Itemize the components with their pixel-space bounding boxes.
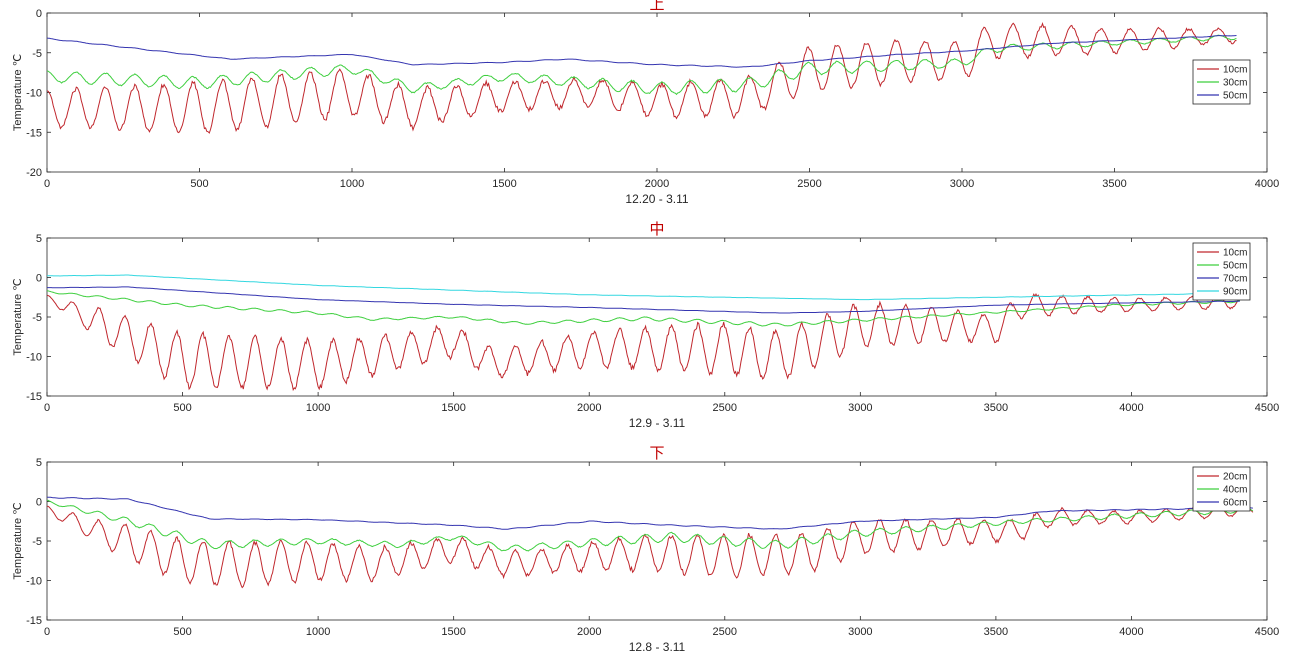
series-line-50cm xyxy=(47,35,1237,68)
series-line-90cm xyxy=(47,274,1240,301)
x-tick-label: 4000 xyxy=(1119,626,1143,638)
y-axis-label: Temperature ℃ xyxy=(12,278,24,355)
y-tick-label: 0 xyxy=(36,497,42,509)
y-tick-label: -15 xyxy=(26,615,42,627)
x-tick-label: 4500 xyxy=(1255,402,1279,414)
legend-label-70cm: 70cm xyxy=(1223,274,1247,285)
series-line-70cm xyxy=(47,286,1240,314)
x-tick-label: 2500 xyxy=(713,626,737,638)
chart-title: 上 xyxy=(649,0,664,13)
x-tick-label: 0 xyxy=(44,178,50,190)
legend-box xyxy=(1192,59,1251,105)
y-axis-label: Temperature ℃ xyxy=(12,502,24,579)
plot-area xyxy=(46,461,1268,621)
legend-label-10cm: 10cm xyxy=(1223,65,1247,76)
y-tick-label: -10 xyxy=(26,576,42,588)
x-tick-label: 4000 xyxy=(1119,402,1143,414)
legend-label-20cm: 20cm xyxy=(1223,472,1247,483)
x-tick-label: 2500 xyxy=(797,178,821,190)
y-tick-label: -15 xyxy=(26,127,42,139)
x-tick-label: 1500 xyxy=(441,626,465,638)
y-tick-label: -5 xyxy=(32,312,42,324)
legend-label-50cm: 50cm xyxy=(1223,261,1247,272)
panel-middle: 0 500 1000 1500 2000 2500 3000 3500 4000 4500 5 0 -5… xyxy=(12,220,1279,430)
legend-label-30cm: 30cm xyxy=(1223,78,1247,89)
x-tick-label: 3500 xyxy=(1102,178,1126,190)
x-tick-label: 0 xyxy=(44,402,50,414)
x-tick-label: 2000 xyxy=(577,402,601,414)
x-tick-label: 1000 xyxy=(306,626,330,638)
series-line-20cm xyxy=(47,503,1254,589)
y-tick-label: -20 xyxy=(26,167,42,179)
legend-label-60cm: 60cm xyxy=(1223,498,1247,509)
chart-title: 中 xyxy=(649,220,664,238)
legend-label-50cm: 50cm xyxy=(1223,91,1247,102)
x-tick-label: 1000 xyxy=(340,178,364,190)
y-tick-label: -15 xyxy=(26,391,42,403)
plot-area xyxy=(46,237,1268,397)
y-tick-label: 0 xyxy=(36,8,42,20)
x-tick-label: 1500 xyxy=(492,178,516,190)
x-tick-label: 500 xyxy=(190,178,208,190)
x-tick-label: 3000 xyxy=(848,626,872,638)
x-tick-label: 2000 xyxy=(577,626,601,638)
x-tick-label: 3500 xyxy=(984,402,1008,414)
x-tick-label: 2000 xyxy=(645,178,669,190)
x-tick-label: 3000 xyxy=(950,178,974,190)
series-line-10cm xyxy=(47,22,1237,134)
y-tick-label: -10 xyxy=(26,88,42,100)
series-line-60cm xyxy=(47,496,1253,530)
series-line-10cm xyxy=(47,292,1241,392)
series-line-40cm xyxy=(47,499,1254,552)
x-axis-label: 12.8 - 3.11 xyxy=(629,640,686,654)
legend-label-40cm: 40cm xyxy=(1223,485,1247,496)
x-tick-label: 1500 xyxy=(441,402,465,414)
x-tick-label: 500 xyxy=(173,402,191,414)
legend-label-10cm: 10cm xyxy=(1223,248,1247,259)
x-tick-label: 3000 xyxy=(848,402,872,414)
chart-title: 下 xyxy=(649,444,664,462)
x-tick-label: 4000 xyxy=(1255,178,1279,190)
x-tick-label: 500 xyxy=(173,626,191,638)
y-tick-label: -5 xyxy=(32,536,42,548)
x-tick-label: 1000 xyxy=(306,402,330,414)
x-tick-label: 3500 xyxy=(984,626,1008,638)
x-axis-label: 12.20 - 3.11 xyxy=(625,192,688,206)
y-tick-label: 5 xyxy=(36,457,42,469)
series-line-50cm xyxy=(47,290,1241,327)
x-tick-label: 0 xyxy=(44,626,50,638)
y-tick-label: -10 xyxy=(26,352,42,364)
y-tick-label: 0 xyxy=(36,273,42,285)
x-axis-label: 12.9 - 3.11 xyxy=(629,416,686,430)
legend-label-90cm: 90cm xyxy=(1223,287,1247,298)
y-tick-label: -5 xyxy=(32,48,42,60)
x-tick-label: 2500 xyxy=(713,402,737,414)
panel-top: 0 500 1000 1500 2000 2500 3000 3500 4000 0 -5 -10 -1… xyxy=(12,0,1279,206)
panel-bottom: 0 500 1000 1500 2000 2500 3000 3500 4000 4500 5 0 -5… xyxy=(12,444,1279,654)
y-tick-label: 5 xyxy=(36,233,42,245)
y-axis-label: Temperature ℃ xyxy=(12,54,24,131)
x-tick-label: 4500 xyxy=(1255,626,1279,638)
